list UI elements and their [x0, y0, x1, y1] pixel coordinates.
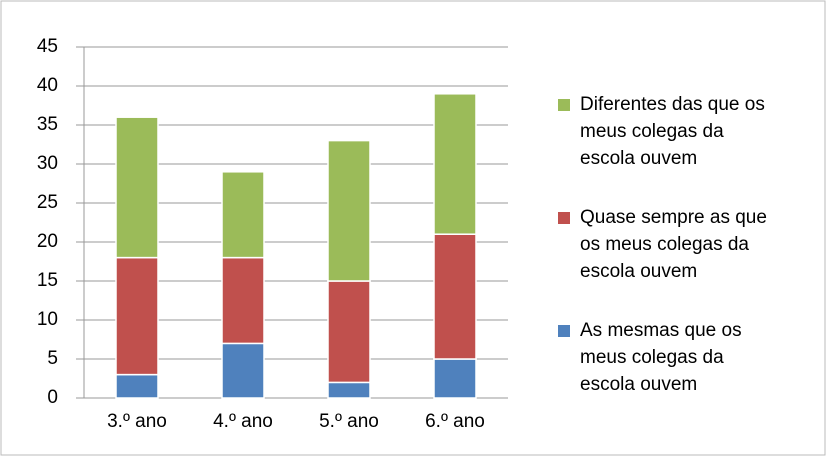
bar-segment	[221, 171, 265, 259]
y-tick-label: 35	[37, 114, 58, 135]
x-tick-label: 3.º ano	[107, 411, 167, 432]
legend-label: As mesmas que os meus colegas da escola …	[580, 320, 742, 395]
bar-segment	[327, 139, 371, 282]
bar-segment	[115, 116, 159, 259]
bar-segment	[433, 93, 477, 235]
y-tick-label: 15	[37, 270, 58, 291]
y-tick-label: 40	[37, 75, 58, 96]
legend-swatch	[558, 99, 570, 111]
bar-segment	[115, 256, 159, 376]
bar-segment	[221, 342, 265, 399]
y-tick-label: 20	[37, 231, 58, 252]
legend-swatch	[558, 325, 570, 337]
bar-segment	[327, 280, 371, 384]
legend-label: Quase sempre as que os meus colegas da e…	[580, 207, 767, 282]
x-tick-label: 4.º ano	[213, 411, 273, 432]
x-tick-label: 6.º ano	[425, 411, 485, 432]
y-tick-label: 30	[37, 153, 58, 174]
y-tick-label: 5	[47, 348, 58, 369]
x-tick-label: 5.º ano	[319, 411, 379, 432]
y-tick-label: 25	[37, 192, 58, 213]
y-tick-label: 45	[37, 36, 58, 57]
y-tick-label: 10	[37, 309, 58, 330]
bar-segment	[221, 256, 265, 345]
bar-segment	[115, 373, 159, 399]
y-tick-label: 0	[47, 387, 58, 408]
bar-segment	[433, 233, 477, 360]
legend-swatch	[558, 212, 570, 224]
legend-label: Diferentes das que os meus colegas da es…	[580, 94, 765, 169]
bar-segment	[327, 381, 371, 399]
bar-segment	[433, 358, 477, 399]
